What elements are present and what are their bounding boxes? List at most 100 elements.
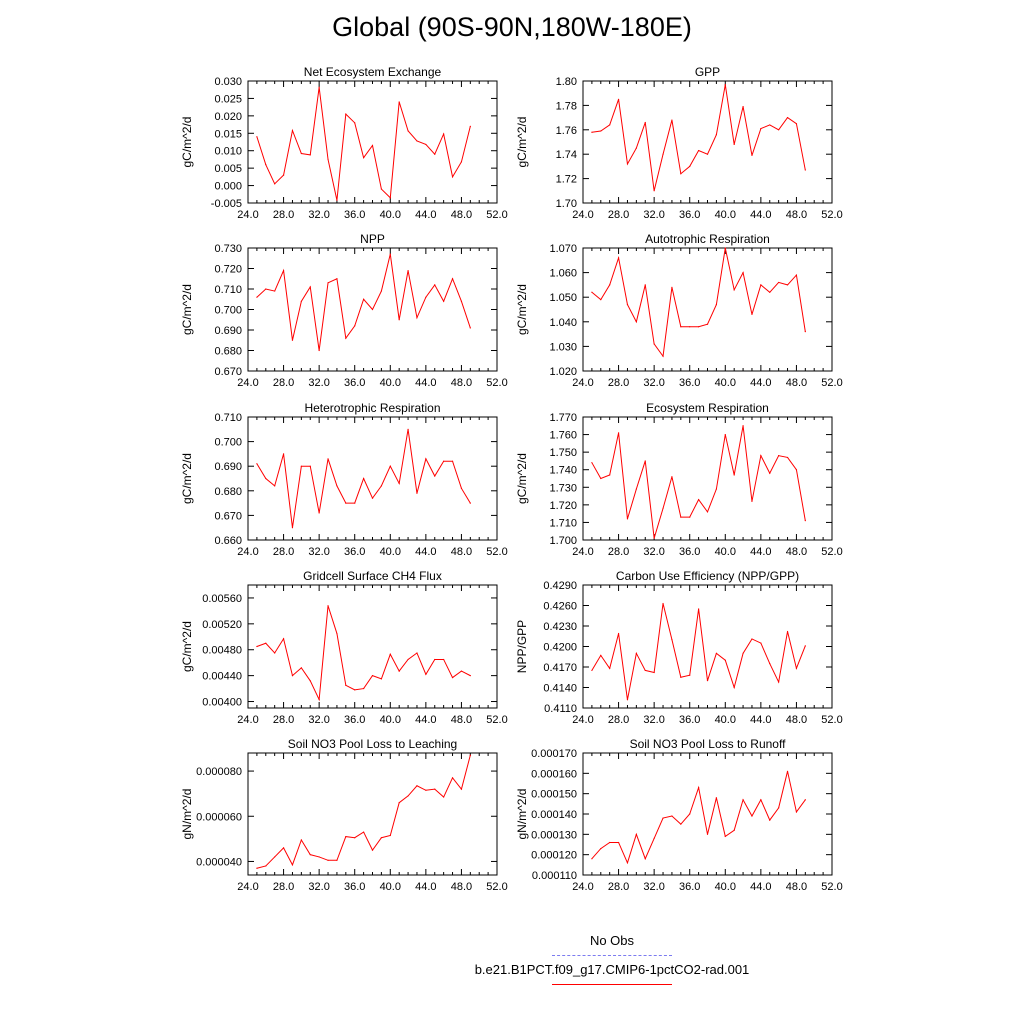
x-tick-label: 28.0 (608, 714, 629, 726)
y-axis-label: gC/m^2/d (515, 117, 529, 168)
x-tick-label: 32.0 (643, 714, 664, 726)
data-point (742, 272, 744, 274)
x-tick-label: 24.0 (237, 881, 258, 893)
data-point (291, 527, 294, 529)
data-point (451, 460, 454, 462)
data-point (635, 147, 637, 149)
panel-title: Net Ecosystem Exchange (304, 65, 442, 79)
data-point (680, 326, 682, 328)
data-point (671, 476, 673, 478)
data-point (662, 602, 664, 605)
data-point (354, 325, 356, 327)
data-point (282, 453, 285, 455)
y-tick-label: 1.730 (549, 482, 577, 494)
data-point (653, 837, 655, 840)
plot-frame (582, 416, 833, 541)
data-point (760, 642, 762, 644)
data-point (460, 300, 463, 302)
data-point (804, 520, 806, 522)
data-point (460, 161, 463, 163)
x-tick-label: 32.0 (308, 209, 329, 221)
data-point (291, 339, 294, 341)
x-tick-label: 52.0 (821, 546, 842, 558)
data-point (309, 680, 311, 682)
y-tick-label: 1.760 (549, 430, 577, 442)
x-tick-label: 36.0 (344, 209, 365, 221)
x-tick-label: 28.0 (273, 377, 294, 389)
y-axis-label: gC/m^2/d (180, 453, 194, 504)
series-line (591, 247, 806, 358)
y-tick-label: 0.005 (214, 163, 242, 175)
data-point (371, 144, 374, 147)
data-point (300, 465, 302, 467)
data-point (706, 833, 709, 835)
y-tick-label: 1.72 (556, 174, 577, 186)
y-axis-label: NPP/GPP (515, 620, 529, 673)
data-point (698, 149, 700, 152)
data-point (626, 862, 629, 864)
plot-frame (247, 752, 498, 876)
data-point (291, 129, 294, 132)
x-tick-label: 44.0 (415, 714, 436, 726)
data-point (662, 817, 664, 819)
x-tick-label: 48.0 (786, 377, 807, 389)
data-point (635, 488, 637, 490)
y-axis-label: gN/m^2/d (515, 789, 529, 840)
data-point (617, 257, 620, 259)
y-axis-label: gC/m^2/d (180, 621, 194, 672)
data-point (795, 811, 798, 813)
y-tick-label: 0.4260 (543, 601, 577, 613)
data-point (443, 460, 445, 462)
y-tick-label: 0.000080 (196, 766, 242, 778)
x-tick-label: 28.0 (273, 546, 294, 558)
y-tick-label: 0.000060 (196, 811, 242, 823)
x-tick-label: 32.0 (308, 377, 329, 389)
x-tick-label: 40.0 (380, 209, 401, 221)
x-tick-label: 24.0 (572, 714, 593, 726)
x-tick-label: 28.0 (273, 209, 294, 221)
x-tick-label: 28.0 (273, 881, 294, 893)
data-point (609, 841, 611, 844)
x-tick-label: 48.0 (451, 377, 472, 389)
panel-npp: NPP gC/m^2/d 24.0 28.0 32.0 36.0 40.0 44.0 48.0 5… (180, 232, 508, 389)
x-tick-label: 48.0 (451, 881, 472, 893)
data-point (363, 477, 365, 480)
x-tick-label: 48.0 (786, 546, 807, 558)
data-point (751, 500, 753, 502)
data-point (380, 678, 382, 680)
y-tick-label: 0.000150 (531, 789, 577, 801)
data-point (644, 121, 646, 124)
data-point (363, 687, 365, 690)
data-point (354, 502, 356, 504)
data-point (635, 652, 637, 654)
y-axis-label: gC/m^2/d (515, 453, 529, 504)
data-point (274, 652, 276, 654)
data-point (689, 516, 691, 518)
data-point (591, 131, 593, 133)
data-point (309, 465, 311, 467)
plot-frame (247, 416, 498, 541)
x-tick-label: 44.0 (750, 546, 771, 558)
data-point (282, 174, 285, 176)
x-tick-label: 48.0 (786, 209, 807, 221)
data-point (804, 799, 806, 801)
x-tick-label: 36.0 (344, 714, 365, 726)
data-point (451, 278, 454, 280)
data-point (407, 795, 409, 797)
data-point (256, 867, 258, 869)
data-point (443, 796, 445, 798)
data-point (600, 130, 602, 132)
x-tick-label: 28.0 (608, 546, 629, 558)
x-tick-label: 44.0 (750, 377, 771, 389)
y-tick-label: 0.015 (214, 128, 242, 140)
x-tick-label: 24.0 (237, 546, 258, 558)
x-tick-label: 48.0 (451, 714, 472, 726)
x-tick-label: 36.0 (344, 881, 365, 893)
data-point (786, 456, 789, 459)
y-axis-label: gC/m^2/d (180, 284, 194, 335)
y-tick-label: 1.78 (556, 100, 577, 112)
data-point (434, 475, 436, 477)
data-point (769, 819, 771, 821)
data-point (460, 670, 463, 672)
